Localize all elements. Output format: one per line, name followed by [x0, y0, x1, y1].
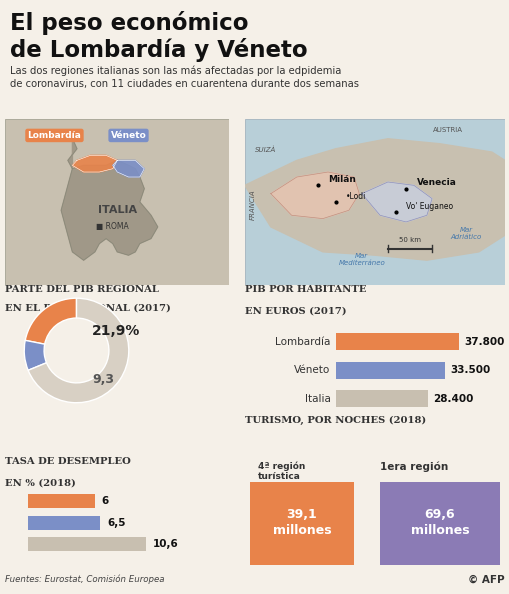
Text: 50 km: 50 km	[398, 237, 420, 243]
Text: Lombardía: Lombardía	[27, 131, 81, 140]
Text: SUIZÀ: SUIZÀ	[254, 147, 276, 153]
FancyBboxPatch shape	[5, 119, 229, 285]
Polygon shape	[361, 182, 431, 222]
Wedge shape	[25, 298, 76, 344]
Text: Venecia: Venecia	[416, 178, 456, 187]
Text: 4ª región
turística
italiana: 4ª región turística italiana	[258, 462, 304, 492]
Text: EN % (2018): EN % (2018)	[5, 478, 76, 487]
Text: Italia: Italia	[304, 394, 330, 404]
Text: El peso económico
de Lombardía y Véneto: El peso económico de Lombardía y Véneto	[10, 11, 307, 62]
Polygon shape	[72, 156, 117, 172]
FancyBboxPatch shape	[335, 362, 444, 379]
Text: TASA DE DESEMPLEO: TASA DE DESEMPLEO	[5, 457, 131, 466]
Text: 6: 6	[101, 497, 108, 506]
Text: PARTE DEL PIB REGIONAL: PARTE DEL PIB REGIONAL	[5, 285, 159, 294]
FancyBboxPatch shape	[27, 537, 146, 551]
Polygon shape	[61, 139, 157, 260]
FancyBboxPatch shape	[27, 494, 95, 508]
Text: 37.800: 37.800	[463, 337, 503, 347]
Text: 28.400: 28.400	[433, 394, 473, 404]
FancyBboxPatch shape	[27, 516, 100, 530]
Polygon shape	[112, 160, 144, 177]
Text: ITALIA: ITALIA	[98, 206, 136, 215]
Text: PIB POR HABITANTE: PIB POR HABITANTE	[244, 285, 365, 294]
Text: © AFP: © AFP	[467, 575, 504, 584]
Wedge shape	[24, 340, 46, 370]
Text: Véneto: Véneto	[294, 365, 330, 375]
Text: 1era región: 1era región	[379, 462, 447, 472]
Wedge shape	[28, 298, 128, 403]
Text: EN EL PIB NACIONAL (2017): EN EL PIB NACIONAL (2017)	[5, 304, 171, 312]
FancyBboxPatch shape	[249, 482, 353, 565]
FancyBboxPatch shape	[335, 390, 428, 407]
Text: •Lodi: •Lodi	[346, 192, 366, 201]
FancyBboxPatch shape	[379, 482, 499, 565]
Text: 69,6
millones: 69,6 millones	[410, 508, 468, 537]
Text: 33.500: 33.500	[449, 365, 489, 375]
Text: Milán: Milán	[327, 175, 355, 184]
Text: Lombardía: Lombardía	[275, 337, 330, 347]
Text: FRANCIA: FRANCIA	[249, 189, 255, 220]
FancyBboxPatch shape	[335, 333, 458, 350]
Text: Vo' Euganeo: Vo' Euganeo	[405, 201, 453, 211]
Text: 9,3: 9,3	[92, 372, 114, 386]
Text: 6,5: 6,5	[107, 518, 125, 527]
Text: 21,9%: 21,9%	[92, 324, 140, 338]
Text: 10,6: 10,6	[153, 539, 179, 549]
Text: 39,1
millones: 39,1 millones	[272, 508, 331, 537]
Polygon shape	[244, 139, 504, 260]
Text: ■ ROMA: ■ ROMA	[96, 222, 129, 232]
Text: Mar
Adriático: Mar Adriático	[449, 226, 480, 239]
Text: Véneto: Véneto	[110, 131, 146, 140]
Polygon shape	[270, 172, 358, 219]
Text: Las dos regiones italianas son las más afectadas por la edpidemia
de coronavirus: Las dos regiones italianas son las más a…	[10, 65, 358, 89]
Text: TURISMO, POR NOCHES (2018): TURISMO, POR NOCHES (2018)	[244, 416, 425, 425]
Text: EN EUROS (2017): EN EUROS (2017)	[244, 307, 346, 315]
FancyBboxPatch shape	[244, 119, 504, 285]
Text: Fuentes: Eurostat, Comisión Europea: Fuentes: Eurostat, Comisión Europea	[5, 575, 164, 584]
Text: Mar
Mediterráneo: Mar Mediterráneo	[338, 253, 384, 266]
Text: AUSTRIA: AUSTRIA	[432, 127, 462, 133]
